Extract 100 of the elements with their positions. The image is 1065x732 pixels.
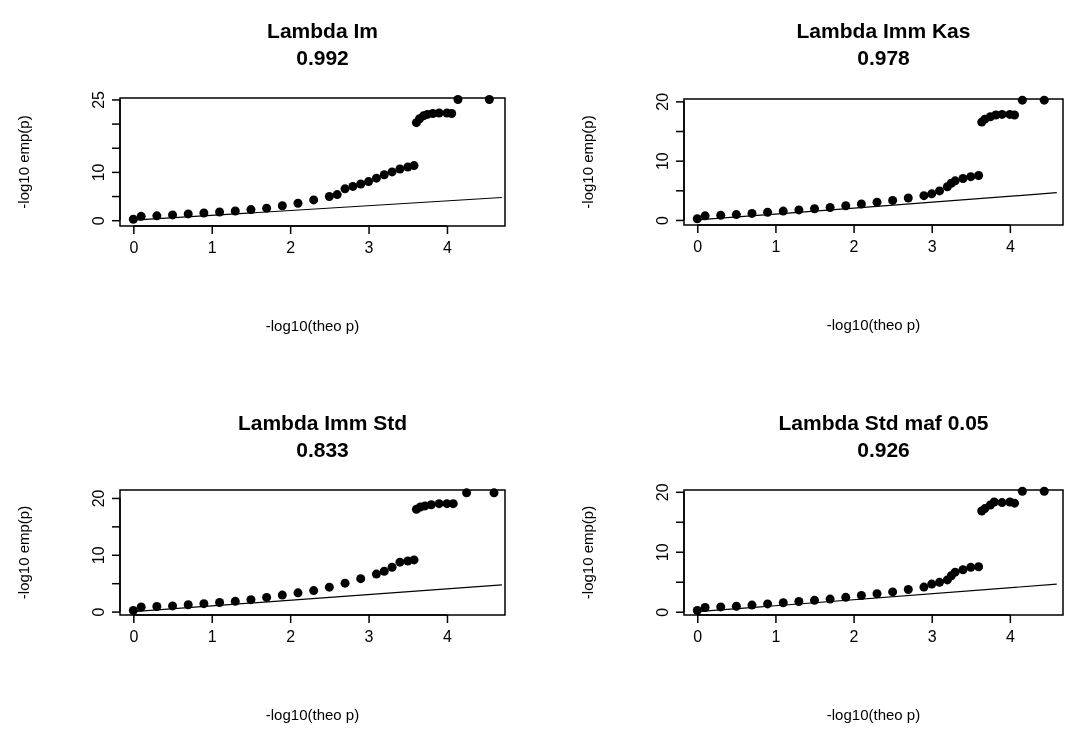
point	[825, 203, 835, 213]
point	[763, 599, 773, 609]
point	[872, 589, 882, 599]
x-tick-label: 0	[129, 628, 139, 646]
point	[974, 562, 984, 572]
x-tick-label: 1	[207, 239, 217, 257]
point	[434, 499, 444, 509]
point	[183, 209, 193, 219]
point	[136, 211, 146, 221]
point	[888, 195, 898, 205]
point	[989, 497, 999, 507]
x-tick-label: 1	[207, 628, 217, 646]
point	[379, 566, 389, 576]
point	[778, 598, 788, 608]
x-tick-label: 4	[443, 628, 453, 646]
point	[128, 214, 138, 224]
x-tick-label: 4	[1005, 238, 1015, 256]
point	[395, 557, 405, 567]
point	[856, 591, 866, 601]
point	[778, 206, 788, 216]
point	[128, 605, 138, 615]
x-tick-label: 3	[364, 628, 374, 646]
point	[692, 606, 702, 615]
point	[919, 582, 929, 592]
y-axis-title: -log10 emp(p)	[14, 115, 32, 209]
point	[387, 167, 397, 177]
point	[903, 193, 913, 203]
point	[484, 94, 494, 104]
point	[183, 600, 193, 610]
point	[810, 595, 819, 605]
point	[409, 555, 419, 565]
x-tick-label: 1	[771, 628, 781, 646]
point	[434, 108, 444, 118]
point	[340, 578, 350, 588]
point	[230, 596, 240, 606]
point	[841, 592, 851, 602]
x-tick-label: 0	[129, 239, 139, 257]
point	[199, 599, 209, 609]
point	[453, 94, 463, 104]
point	[919, 191, 929, 201]
chart-subtitle: 0.992	[296, 46, 349, 69]
point	[426, 500, 436, 510]
x-tick-label: 2	[849, 628, 859, 646]
point	[841, 201, 851, 211]
point	[215, 207, 225, 217]
point	[716, 210, 726, 220]
point	[1017, 486, 1027, 496]
chart-title: Lambda Im	[267, 19, 378, 42]
point	[958, 565, 968, 575]
point	[794, 205, 804, 215]
point	[794, 597, 804, 607]
point	[716, 602, 726, 612]
point	[489, 488, 499, 498]
point	[356, 574, 366, 584]
point	[332, 190, 342, 200]
y-tick-label: 20	[654, 483, 672, 502]
x-tick-label: 2	[286, 628, 296, 646]
point	[340, 184, 350, 194]
point	[324, 582, 334, 592]
x-tick-label: 4	[1005, 628, 1015, 646]
y-tick-label: 0	[90, 216, 108, 226]
x-tick-label: 0	[693, 628, 703, 646]
point	[215, 598, 225, 607]
point	[348, 181, 358, 191]
point	[692, 214, 702, 224]
point	[810, 204, 819, 214]
chart-subtitle: 0.978	[857, 46, 911, 69]
point	[1010, 498, 1020, 508]
point	[262, 203, 272, 213]
point	[700, 211, 710, 221]
y-tick-label: 10	[654, 543, 672, 562]
x-tick-label: 3	[927, 238, 937, 256]
y-tick-label: 10	[90, 163, 108, 182]
y-axis-title: -log10 emp(p)	[578, 505, 596, 600]
point	[387, 562, 397, 572]
point	[1010, 110, 1020, 120]
point	[747, 208, 757, 218]
y-tick-label: 10	[90, 546, 108, 565]
point	[246, 595, 256, 605]
point	[966, 562, 976, 572]
point	[277, 201, 287, 211]
point	[1017, 95, 1027, 105]
point	[935, 577, 945, 587]
point	[1039, 486, 1049, 496]
chart-subtitle: 0.833	[296, 438, 349, 461]
chart-title: Lambda Std maf 0.05	[778, 411, 989, 434]
point	[199, 208, 209, 218]
y-tick-label: 20	[90, 489, 108, 508]
point	[277, 590, 287, 600]
point	[997, 498, 1007, 508]
point	[997, 109, 1007, 119]
point	[958, 173, 968, 183]
point	[966, 172, 976, 182]
point	[1039, 95, 1049, 105]
x-tick-label: 4	[443, 239, 453, 257]
point	[324, 192, 334, 202]
point	[927, 579, 937, 589]
y-tick-label: 25	[90, 90, 108, 109]
point	[903, 585, 913, 595]
point	[152, 601, 162, 611]
